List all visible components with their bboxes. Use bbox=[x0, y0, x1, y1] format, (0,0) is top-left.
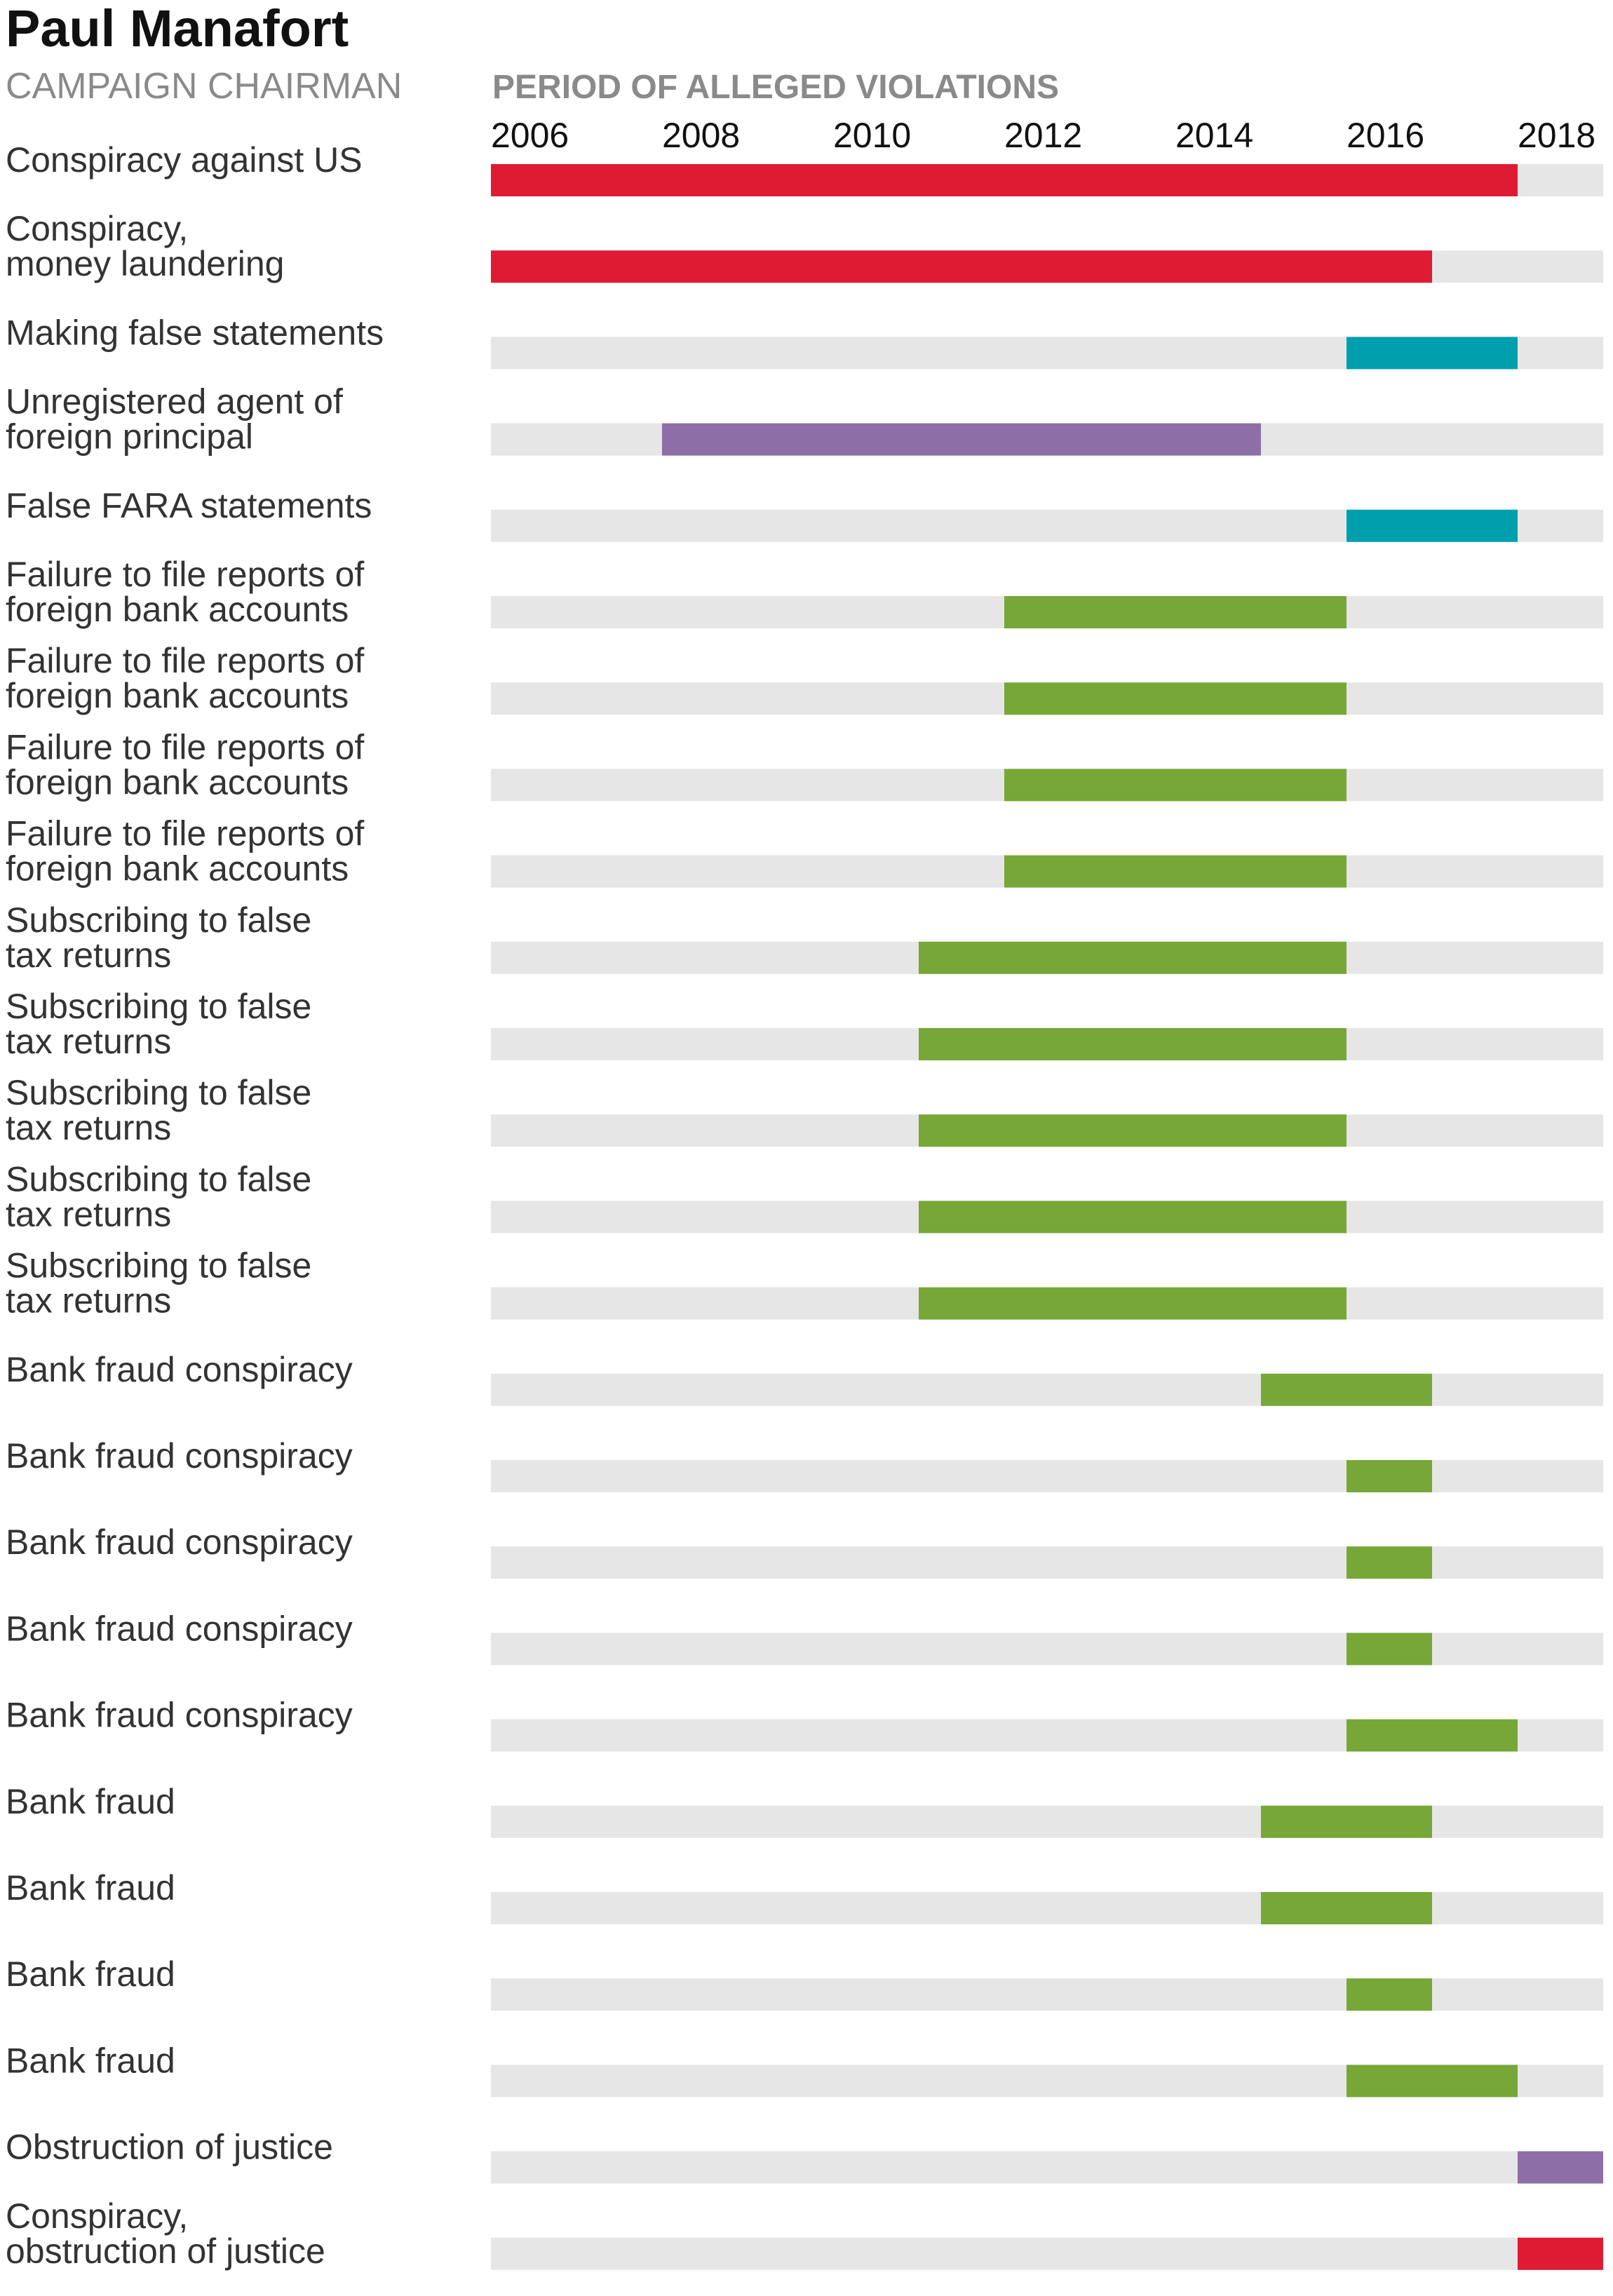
row-label: Bank fraud conspiracy bbox=[6, 1609, 353, 1648]
violation-period-bar bbox=[491, 250, 1432, 283]
row-label: Subscribing to false tax returns bbox=[6, 1246, 311, 1321]
violation-period-bar bbox=[919, 1201, 1347, 1234]
x-tick-label: 2018 bbox=[1518, 116, 1595, 155]
violation-period-bar bbox=[1518, 2151, 1603, 2184]
timeline-row: False FARA statements bbox=[6, 486, 1603, 542]
row-label: Bank fraud conspiracy bbox=[6, 1522, 353, 1562]
timeline-rows: Conspiracy against US Conspiracy, money la… bbox=[6, 140, 1603, 2271]
timeline-row: Bank fraud bbox=[6, 2041, 1603, 2098]
violation-period-bar bbox=[919, 941, 1347, 974]
violation-period-bar bbox=[1261, 1892, 1432, 1924]
row-label: Conspiracy, money laundering bbox=[6, 209, 285, 283]
row-label: Failure to file reports of foreign bank a… bbox=[6, 814, 364, 889]
row-track bbox=[491, 1460, 1603, 1492]
violation-period-bar bbox=[1347, 1546, 1432, 1579]
period-label: PERIOD OF ALLEGED VIOLATIONS bbox=[492, 69, 1059, 106]
violation-period-bar bbox=[1261, 1373, 1432, 1406]
row-label: Bank fraud bbox=[6, 1954, 175, 1994]
timeline-row: Subscribing to false tax returns bbox=[6, 1073, 1603, 1147]
row-track bbox=[491, 2237, 1603, 2270]
x-tick-label: 2006 bbox=[491, 116, 569, 155]
row-label: Failure to file reports of foreign bank a… bbox=[6, 555, 364, 629]
violation-period-bar bbox=[1347, 1633, 1432, 1666]
row-label: False FARA statements bbox=[6, 486, 372, 525]
x-tick-label: 2008 bbox=[662, 116, 740, 155]
timeline-row: Failure to file reports of foreign bank a… bbox=[6, 814, 1603, 889]
row-label: Bank fraud bbox=[6, 2041, 175, 2080]
row-label: Bank fraud conspiracy bbox=[6, 1696, 353, 1735]
row-track bbox=[491, 1633, 1603, 1666]
row-label: Conspiracy, obstruction of justice bbox=[6, 2196, 325, 2271]
row-track bbox=[491, 1892, 1603, 1924]
timeline-row: Conspiracy, obstruction of justice bbox=[6, 2196, 1603, 2271]
violation-period-bar bbox=[491, 164, 1518, 196]
timeline-row: Failure to file reports of foreign bank a… bbox=[6, 641, 1603, 715]
violation-period-bar bbox=[919, 1028, 1347, 1060]
violation-period-bar bbox=[1347, 1460, 1432, 1492]
row-track bbox=[491, 1546, 1603, 1579]
row-label: Conspiracy against US bbox=[6, 140, 363, 180]
violation-period-bar bbox=[1261, 1805, 1432, 1838]
timeline-row: Making false statements bbox=[6, 313, 1603, 370]
x-tick-label: 2014 bbox=[1175, 116, 1253, 155]
timeline-row: Bank fraud conspiracy bbox=[6, 1436, 1603, 1492]
violation-period-bar bbox=[1004, 769, 1347, 802]
violation-period-bar bbox=[1347, 2065, 1518, 2098]
row-label: Making false statements bbox=[6, 313, 384, 352]
violation-period-bar bbox=[919, 1114, 1347, 1147]
violation-period-bar bbox=[662, 423, 1261, 456]
timeline-row: Bank fraud conspiracy bbox=[6, 1522, 1603, 1579]
row-label: Bank fraud conspiracy bbox=[6, 1350, 353, 1389]
timeline-row: Bank fraud bbox=[6, 1954, 1603, 2011]
row-label: Failure to file reports of foreign bank a… bbox=[6, 727, 364, 802]
timeline-row: Conspiracy against US bbox=[6, 140, 1603, 196]
violation-period-bar bbox=[1347, 509, 1518, 542]
row-track bbox=[491, 1978, 1603, 2011]
row-track bbox=[491, 1805, 1603, 1838]
row-label: Subscribing to false tax returns bbox=[6, 1073, 311, 1147]
x-tick-label: 2012 bbox=[1004, 116, 1082, 155]
row-track bbox=[491, 2151, 1603, 2184]
timeline-row: Bank fraud bbox=[6, 1868, 1603, 1924]
timeline-row: Conspiracy, money laundering bbox=[6, 209, 1603, 283]
violation-period-bar bbox=[1004, 682, 1347, 715]
violation-period-bar bbox=[1347, 337, 1518, 370]
timeline-row: Bank fraud bbox=[6, 1782, 1603, 1838]
timeline-row: Bank fraud conspiracy bbox=[6, 1609, 1603, 1666]
x-axis-ticks: 2006 2008 2010 2012 2014 2016 2018 bbox=[491, 116, 1595, 155]
row-label: Subscribing to false tax returns bbox=[6, 987, 311, 1061]
violation-period-bar bbox=[1004, 855, 1347, 888]
violation-period-bar bbox=[1004, 596, 1347, 628]
timeline-row: Subscribing to false tax returns bbox=[6, 1159, 1603, 1234]
row-label: Subscribing to false tax returns bbox=[6, 900, 311, 975]
row-label: Bank fraud bbox=[6, 1782, 175, 1821]
row-track bbox=[491, 1373, 1603, 1406]
row-label: Subscribing to false tax returns bbox=[6, 1159, 311, 1234]
timeline-row: Subscribing to false tax returns bbox=[6, 987, 1603, 1061]
violation-period-bar bbox=[1347, 1719, 1518, 1752]
row-label: Obstruction of justice bbox=[6, 2128, 333, 2167]
row-label: Unregistered agent of foreign principal bbox=[6, 382, 343, 457]
violation-period-bar bbox=[919, 1287, 1347, 1320]
row-label: Failure to file reports of foreign bank a… bbox=[6, 641, 364, 715]
chart-title: Paul Manafort bbox=[6, 0, 349, 58]
timeline-row: Bank fraud conspiracy bbox=[6, 1350, 1603, 1406]
timeline-row: Unregistered agent of foreign principal bbox=[6, 382, 1603, 457]
violation-period-bar bbox=[1518, 2237, 1603, 2270]
x-tick-label: 2010 bbox=[833, 116, 911, 155]
x-tick-label: 2016 bbox=[1347, 116, 1424, 155]
row-label: Bank fraud conspiracy bbox=[6, 1436, 353, 1475]
row-label: Bank fraud bbox=[6, 1868, 175, 1907]
chart-subtitle: CAMPAIGN CHAIRMAN bbox=[6, 66, 402, 107]
timeline-row: Subscribing to false tax returns bbox=[6, 900, 1603, 975]
timeline-row: Failure to file reports of foreign bank a… bbox=[6, 727, 1603, 802]
timeline-row: Bank fraud conspiracy bbox=[6, 1696, 1603, 1752]
timeline-row: Obstruction of justice bbox=[6, 2128, 1603, 2184]
timeline-row: Subscribing to false tax returns bbox=[6, 1246, 1603, 1321]
timeline-row: Failure to file reports of foreign bank a… bbox=[6, 555, 1603, 629]
violation-period-bar bbox=[1347, 1978, 1432, 2011]
